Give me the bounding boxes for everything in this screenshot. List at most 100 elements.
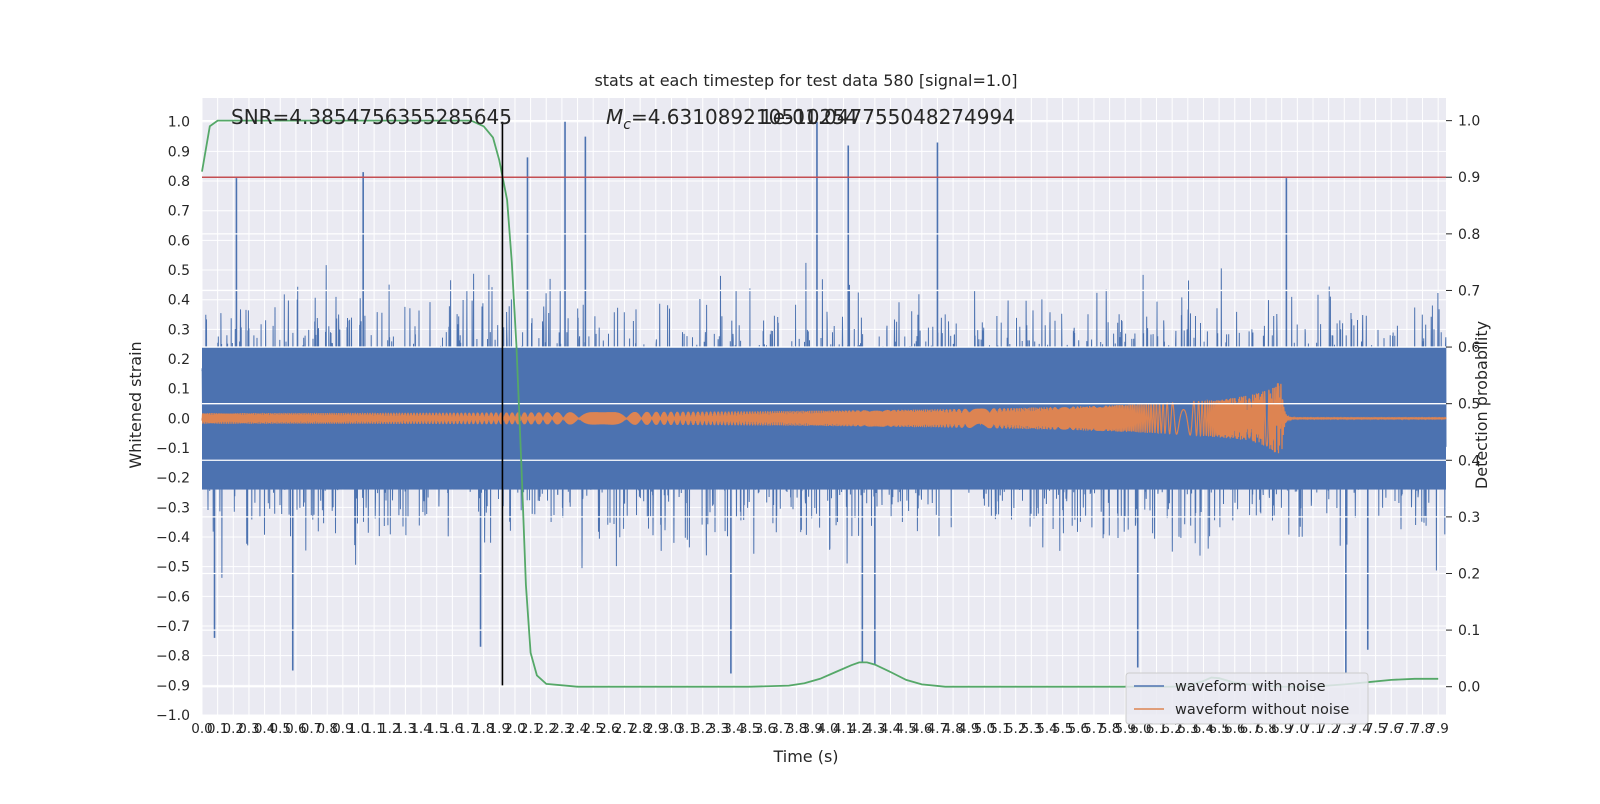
x-tick-label: 1.0 — [348, 721, 369, 737]
x-tick-label: 5.3 — [1021, 721, 1042, 737]
overlap-annotation: 1e-01.047755048274994 — [760, 105, 1015, 129]
x-tick-label: 3.1 — [676, 721, 697, 737]
x-tick-label: 5.2 — [1005, 721, 1026, 737]
y-left-tick-label: 0.0 — [168, 411, 190, 427]
x-tick-label: 4.2 — [848, 721, 869, 737]
x-tick-label: 5.8 — [1099, 721, 1120, 737]
y-left-tick-label: −0.3 — [156, 500, 190, 516]
x-tick-label: 4.7 — [927, 721, 948, 737]
x-tick-label: 6.7 — [1240, 721, 1261, 737]
x-tick-label: 5.9 — [1114, 721, 1135, 737]
x-tick-label: 3.2 — [692, 721, 713, 737]
chirp-trace — [201, 383, 1447, 454]
x-tick-label: 0.6 — [285, 721, 306, 737]
x-tick-label: 6.4 — [1193, 721, 1214, 737]
x-tick-label: 7.9 — [1427, 721, 1448, 737]
chirp-mass-value: =4.631089210510254 — [631, 105, 858, 129]
x-tick-label: 6.0 — [1130, 721, 1151, 737]
x-tick-label: 0.4 — [254, 721, 275, 737]
x-tick-label: 2.5 — [582, 721, 603, 737]
legend-label-clean: waveform without noise — [1175, 702, 1349, 718]
x-tick-label: 1.5 — [426, 721, 447, 737]
y-right-tick-label: 0.8 — [1458, 227, 1480, 243]
y-right-tick-label: 1.0 — [1458, 114, 1480, 130]
y-left-tick-label: −0.5 — [156, 560, 190, 576]
x-tick-label: 0.2 — [223, 721, 244, 737]
legend: waveform with noise waveform without noi… — [1125, 672, 1369, 725]
chirp-mass-subscript: c — [623, 117, 631, 133]
x-tick-label: 6.1 — [1146, 721, 1167, 737]
x-tick-label: 3.0 — [661, 721, 682, 737]
x-tick-label: 1.3 — [395, 721, 416, 737]
x-tick-label: 3.7 — [770, 721, 791, 737]
x-tick-label: 0.5 — [269, 721, 290, 737]
chart-title: stats at each timestep for test data 580… — [594, 71, 1017, 90]
y-left-tick-label: −0.9 — [156, 678, 190, 694]
x-tick-label: 5.5 — [1052, 721, 1073, 737]
x-tick-label: 7.3 — [1334, 721, 1355, 737]
y-left-tick-label: −0.2 — [156, 471, 190, 487]
x-tick-label: 6.2 — [1161, 721, 1182, 737]
x-tick-label: 7.4 — [1349, 721, 1370, 737]
x-tick-label: 7.6 — [1380, 721, 1401, 737]
x-tick-label: 7.5 — [1365, 721, 1386, 737]
series-waveform-without-noise — [201, 383, 1447, 454]
x-tick-label: 4.0 — [817, 721, 838, 737]
y-left-tick-label: −0.1 — [156, 441, 190, 457]
x-tick-label: 4.9 — [958, 721, 979, 737]
x-tick-label: 1.2 — [379, 721, 400, 737]
y-axis-left-title: Whitened strain — [126, 341, 145, 468]
x-tick-label: 2.2 — [536, 721, 557, 737]
y-left-tick-label: −0.4 — [156, 530, 190, 546]
y-right-tick-label: 0.2 — [1458, 566, 1480, 582]
x-tick-label: 2.0 — [504, 721, 525, 737]
y-right-tick-label: 0.0 — [1458, 680, 1480, 696]
x-tick-label: 5.7 — [1083, 721, 1104, 737]
x-tick-label: 2.3 — [551, 721, 572, 737]
y-right-tick-label: 0.3 — [1458, 510, 1480, 526]
x-tick-label: 1.8 — [473, 721, 494, 737]
x-tick-label: 4.3 — [864, 721, 885, 737]
x-tick-label: 1.7 — [457, 721, 478, 737]
x-tick-label: 7.1 — [1302, 721, 1323, 737]
chirp-mass-symbol: M — [606, 105, 623, 129]
x-tick-label: 4.5 — [895, 721, 916, 737]
chirp-mass-annotation: Mc=4.631089210510254 — [606, 105, 858, 133]
x-tick-label: 5.6 — [1068, 721, 1089, 737]
y-right-tick-label: 0.5 — [1458, 397, 1480, 413]
y-right-tick-label: 0.4 — [1458, 453, 1480, 469]
x-tick-label: 6.6 — [1224, 721, 1245, 737]
y-left-tick-label: 0.1 — [168, 382, 190, 398]
annotations: SNR=4.3854756355285645 Mc=4.631089210510… — [231, 105, 1015, 133]
x-tick-label: 4.6 — [911, 721, 932, 737]
y-left-tick-label: 0.6 — [168, 233, 190, 249]
y-left-tick-label: −0.6 — [156, 589, 190, 605]
x-tick-label: 2.7 — [614, 721, 635, 737]
y-left-tick-label: −1.0 — [156, 708, 190, 724]
y-right-tick-label: 0.1 — [1458, 623, 1480, 639]
markers — [202, 121, 1446, 686]
x-tick-label: 1.6 — [442, 721, 463, 737]
x-tick-label: 4.1 — [833, 721, 854, 737]
right-axis-grid-lines — [202, 119, 1446, 688]
y-right-tick-label: 0.6 — [1458, 340, 1480, 356]
x-tick-label: 5.4 — [1036, 721, 1057, 737]
x-tick-label: 3.4 — [723, 721, 744, 737]
y-left-tick-label: 0.2 — [168, 352, 190, 368]
y-left-tick-label: −0.8 — [156, 649, 190, 665]
x-tick-label: 3.9 — [802, 721, 823, 737]
x-tick-label: 5.0 — [974, 721, 995, 737]
x-axis-title: Time (s) — [772, 747, 838, 766]
x-tick-label: 7.0 — [1287, 721, 1308, 737]
x-tick-label: 7.7 — [1396, 721, 1417, 737]
x-tick-label: 2.8 — [629, 721, 650, 737]
x-tick-label: 0.3 — [238, 721, 259, 737]
x-tick-label: 1.9 — [489, 721, 510, 737]
x-tick-label: 2.6 — [598, 721, 619, 737]
x-tick-label: 7.2 — [1318, 721, 1339, 737]
x-tick-label: 5.1 — [989, 721, 1010, 737]
y-axis-right-ticks: 0.0 0.1 0.2 0.3 0.4 0.5 0.6 0.7 0.8 0.9 1.0 — [1446, 114, 1480, 696]
x-tick-label: 0.0 — [191, 721, 212, 737]
